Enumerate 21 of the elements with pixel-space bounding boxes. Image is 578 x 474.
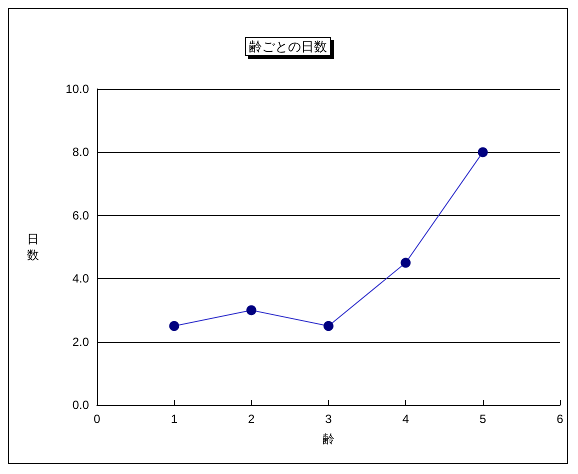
point <box>478 147 488 158</box>
x-tick-label: 6 <box>556 412 564 426</box>
point <box>324 321 334 331</box>
x-tick-label: 5 <box>479 412 486 426</box>
y-tick-label: 10.0 <box>66 82 90 96</box>
x-tick-label: 4 <box>402 412 410 426</box>
point <box>400 258 411 268</box>
x-axis-title: 齢 <box>322 432 334 446</box>
y-tick-label: 6.0 <box>72 208 90 222</box>
chart-title: 齢ごとの日数 <box>249 39 327 54</box>
x-tick-label: 1 <box>170 412 178 426</box>
y-tick-label: 8.0 <box>72 145 90 160</box>
y-tick-label: 0.0 <box>72 398 90 412</box>
point <box>169 321 180 331</box>
point <box>246 305 256 316</box>
x-tick-label: 2 <box>248 412 255 426</box>
y-axis-title: 日数 <box>27 232 39 262</box>
x-tick-label: 3 <box>325 412 332 426</box>
y-tick-label: 4.0 <box>72 272 90 286</box>
y-tick-label: 2.0 <box>72 334 90 349</box>
x-tick-label: 0 <box>94 412 101 426</box>
